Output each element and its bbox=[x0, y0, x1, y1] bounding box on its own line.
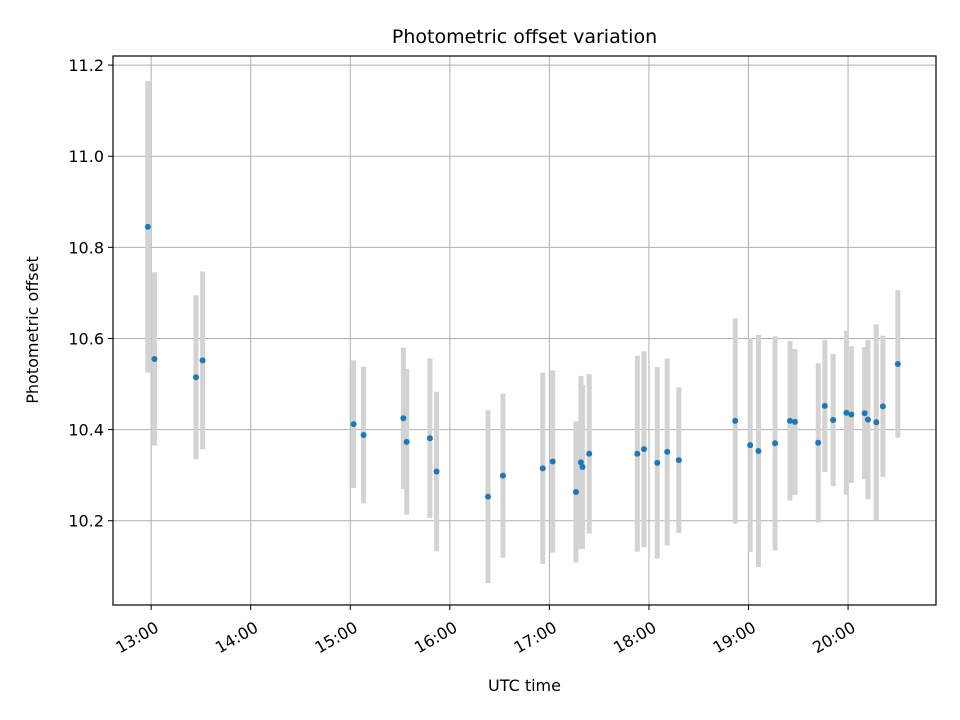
data-point bbox=[192, 374, 199, 381]
data-point bbox=[821, 402, 828, 409]
data-point bbox=[572, 489, 579, 496]
data-point bbox=[894, 360, 901, 367]
grid bbox=[113, 56, 936, 605]
data-point bbox=[772, 440, 779, 447]
data-point bbox=[654, 459, 661, 466]
data-point bbox=[403, 438, 410, 445]
y-axis: 10.2 10.4 10.6 10.8 11.0 11.2 bbox=[68, 56, 113, 531]
data-point bbox=[579, 463, 586, 470]
data-point bbox=[144, 223, 151, 230]
data-point bbox=[350, 421, 357, 428]
data-point bbox=[586, 450, 593, 457]
data-point bbox=[539, 465, 546, 472]
plot-frame bbox=[112, 55, 937, 606]
x-axis-label: UTC time bbox=[488, 676, 561, 695]
y-axis-label: Photometric offset bbox=[23, 256, 42, 404]
data-point bbox=[634, 450, 641, 457]
data-point bbox=[549, 458, 556, 465]
data-point bbox=[747, 442, 754, 449]
data-point bbox=[873, 419, 880, 426]
data-point bbox=[664, 448, 671, 455]
data-point bbox=[640, 446, 647, 453]
data-point bbox=[786, 417, 793, 424]
y-tick-label: 10.4 bbox=[68, 421, 104, 440]
data-point bbox=[815, 439, 822, 446]
y-tick-label: 10.2 bbox=[68, 512, 104, 531]
data-point bbox=[864, 416, 871, 423]
data-point bbox=[433, 468, 440, 475]
data-points bbox=[144, 223, 901, 500]
data-point bbox=[848, 411, 855, 418]
chart-title: Photometric offset variation bbox=[392, 26, 657, 48]
data-point bbox=[675, 457, 682, 464]
data-point bbox=[360, 432, 367, 439]
data-point bbox=[199, 357, 206, 364]
data-point bbox=[484, 493, 491, 500]
y-tick-label: 11.2 bbox=[68, 56, 104, 75]
data-point bbox=[755, 448, 762, 455]
data-point bbox=[843, 409, 850, 416]
data-point bbox=[879, 403, 886, 410]
data-point bbox=[400, 415, 407, 422]
y-tick-label: 11.0 bbox=[68, 147, 104, 166]
data-point bbox=[577, 459, 584, 466]
data-point bbox=[151, 355, 158, 362]
y-tick-label: 10.8 bbox=[68, 238, 104, 257]
data-point bbox=[499, 472, 506, 479]
data-point bbox=[426, 435, 433, 442]
y-tick-label: 10.6 bbox=[68, 329, 104, 348]
data-point bbox=[830, 417, 837, 424]
data-point bbox=[861, 410, 868, 417]
data-point bbox=[732, 417, 739, 424]
data-point bbox=[791, 418, 798, 425]
